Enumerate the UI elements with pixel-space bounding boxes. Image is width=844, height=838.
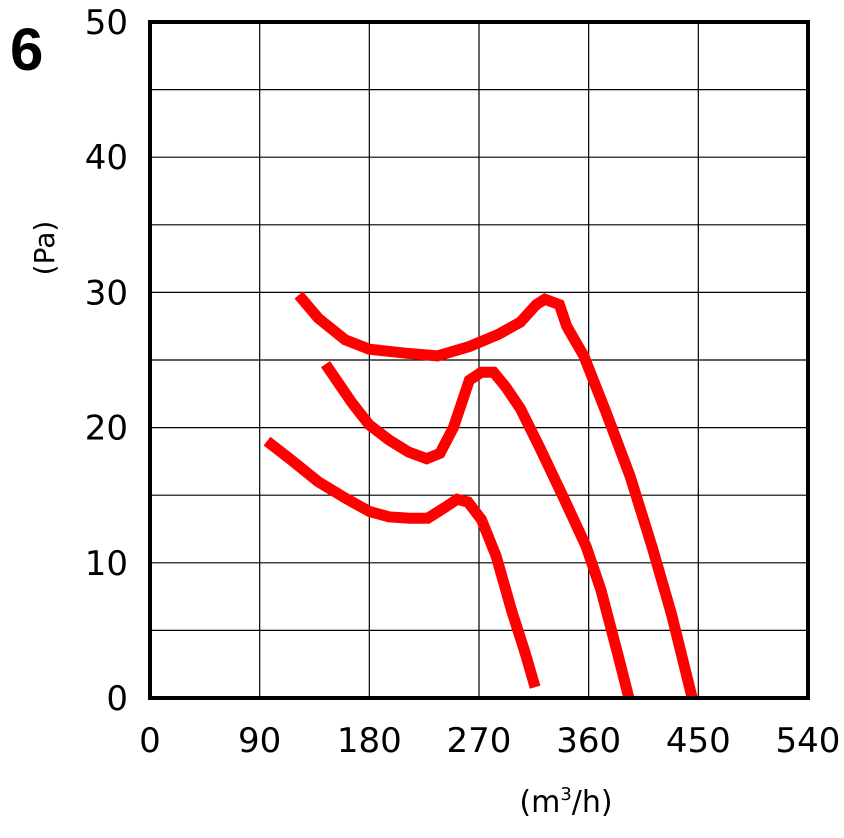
series-line-2: [320, 360, 635, 700]
plot-frame: [148, 20, 810, 700]
x-tick-label: 360: [556, 721, 621, 761]
y-axis-ticks: 0 10 20 30 40 50: [85, 3, 128, 719]
y-axis-label: (Pa): [28, 221, 61, 276]
x-tick-label: 270: [447, 721, 512, 761]
grid-layer: [150, 22, 808, 698]
chart-title: 6: [10, 16, 43, 83]
x-tick-label: 450: [666, 721, 731, 761]
series-line-1: [294, 291, 698, 700]
y-tick-label: 40: [85, 138, 128, 178]
x-tick-label: 540: [776, 721, 841, 761]
x-axis-ticks: 0 90 180 270 360 450 540: [139, 721, 840, 761]
x-tick-label: 0: [139, 721, 161, 761]
y-tick-label: 30: [85, 273, 128, 313]
series-line-3: [263, 436, 541, 689]
x-tick-label: 180: [337, 721, 402, 761]
y-tick-label: 20: [85, 409, 128, 449]
x-axis-label: (m3/h): [519, 784, 612, 820]
y-tick-label: 10: [85, 544, 128, 584]
x-tick-label: 90: [238, 721, 281, 761]
series-layer: [263, 291, 698, 700]
y-tick-label: 0: [106, 679, 128, 719]
y-tick-label: 50: [85, 3, 128, 43]
